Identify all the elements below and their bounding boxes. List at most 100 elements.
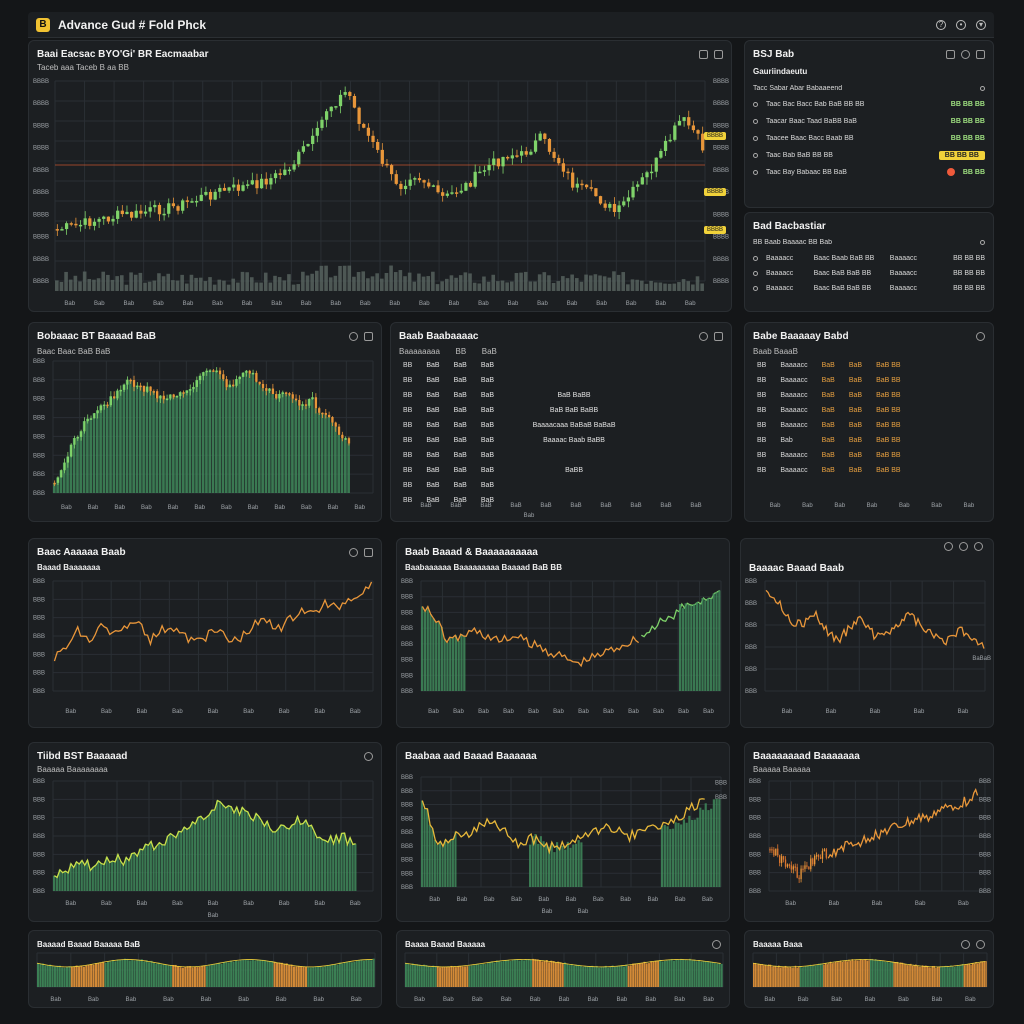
y-tick-label: BBB [979,834,991,840]
row4-chart-3[interactable]: BBBBBBBBBBBBBBBBBBBBBBBBBBBBBBBBBBBBBBBB… [745,775,994,922]
settings-icon[interactable] [349,331,358,341]
order-book-row[interactable]: BB BaB BaB BaB [397,359,622,372]
settings-icon[interactable]: • [956,19,966,30]
radio-icon[interactable] [753,255,758,261]
strip-bar [711,961,714,987]
expand-icon[interactable] [974,542,983,551]
help-icon[interactable]: ? [936,19,946,30]
trade-row[interactable]: BB Baaaacc BaB BaB BaB BB [751,374,907,387]
candle-body [427,182,431,187]
settings-icon[interactable] [712,939,721,949]
settings-icon[interactable] [944,542,953,551]
trade-row[interactable]: BB Baaaacc BaB BaB BaB BB [751,419,907,432]
chart-type-icon[interactable] [699,49,708,59]
candle-body [102,216,106,219]
series-line [752,959,986,968]
watchlist-item[interactable]: Taac Bay Babaac BB BaB BB BB [753,165,985,179]
order-book-row[interactable]: BB BaB BaB BaB [397,479,622,492]
radio-icon[interactable] [980,85,985,91]
radio-icon[interactable] [753,152,758,158]
position-row[interactable]: Baaaacc Baac BaB BaB BB Baaaacc BB BB BB [753,281,985,295]
order-book-row[interactable]: BB BaB BaB BaB Baaaac Baab BaBB [397,434,622,447]
candle-body [126,379,129,385]
wifi-icon[interactable]: ▾ [976,19,986,30]
radio-icon[interactable] [753,101,758,107]
settings-icon[interactable] [961,939,970,949]
radio-icon[interactable] [753,285,758,291]
radio-icon[interactable] [753,118,758,124]
order-book-row[interactable]: BB BaB BaB BaB [397,374,622,387]
row5-chart-1[interactable]: Bab Bab Bab Bab Bab Bab Bab Bab Bab [29,949,382,1008]
watchlist-item[interactable]: Taacee Baac Bacc Baab BB BB BB BB [753,131,985,145]
candle-body [205,370,208,373]
watchlist-item[interactable]: Taac Bab BaB BB BB BB BB BB [753,148,985,162]
volume-bar [389,265,393,291]
order-book-row[interactable]: BB BaB BaB BaB BaBB [397,464,622,477]
strip-bar [358,960,361,987]
trade-row[interactable]: BB Baaaacc BaB BaB BaB BB [751,404,907,417]
order-book-row[interactable]: BB BaB BaB BaB [397,494,622,507]
row4-chart-2[interactable]: BBBBBBBBBBBBBBBBBBBBBBBBBBBBBBBBBBBBBBBB… [397,771,730,922]
expand-icon[interactable] [714,331,723,341]
position-row[interactable]: Baaaacc Baac BaB BaB BB Baaaacc BB BB BB [753,266,985,280]
strip-bar [946,965,949,987]
radio-icon[interactable] [980,239,985,245]
order-book-cell [502,359,622,372]
row5-chart-2[interactable]: Bab Bab Bab Bab Bab Bab Bab Bab Bab Bab Bab [397,949,730,1008]
watchlist-item[interactable]: Taacar Baac Taad BaBB BaB BB BB BB [753,114,985,128]
strip-bar [783,966,785,987]
order-book-row[interactable]: BB BaB BaB BaB BaB BaBB [397,389,622,402]
expand-icon[interactable] [364,331,373,341]
y-tick-label: BBB [979,816,991,822]
trade-row[interactable]: BB Baaaacc BaB BaB BaB BB [751,389,907,402]
x-tick-label: Bab [153,301,164,307]
trade-row[interactable]: BB Bab BaB BaB BaB BB [751,434,907,447]
candle-body [687,117,691,126]
order-book-row[interactable]: BB BaB BaB BaB Baaaacaaa BaBaB BaBaB [397,419,622,432]
info-icon[interactable] [959,542,968,551]
filter-icon[interactable] [946,49,955,59]
order-book-cell: BaB [453,377,467,384]
trade-row[interactable]: BB Baaaacc BaB BaB BaB BB [751,449,907,462]
order-book-row[interactable]: BB BaB BaB BaB [397,449,622,462]
order-book-cell: BB [403,467,413,474]
candle-body [436,185,440,193]
trade-row[interactable]: BB Baaaacc BaB BaB BaB BB [751,359,907,372]
expand-icon[interactable] [976,939,985,949]
row5-chart-3[interactable]: Bab Bab Bab Bab Bab Bab Bab [745,949,994,1008]
strip-bar [801,967,803,987]
expand-icon[interactable] [714,49,723,59]
settings-icon[interactable] [364,751,373,761]
area-bar [175,395,178,493]
trade-row[interactable]: BB Baaaacc BaB BaB BaB BB [751,464,907,477]
area-bar [264,390,268,493]
area-bar [193,823,197,891]
settings-icon[interactable] [349,547,358,557]
y-tick-label: BBBB [33,168,49,174]
candle-body [362,123,366,128]
y-tick-label: BBB [33,889,45,895]
settings-icon[interactable] [699,331,708,341]
radio-icon[interactable] [753,270,758,276]
radio-icon[interactable] [753,135,758,141]
main-price-chart[interactable]: BBBBBBBBBBBBBBBBBBBBBBBBBBBBBBBBBBBBBBBB… [29,73,732,312]
candle-body [192,386,195,390]
more-icon[interactable] [976,49,985,59]
order-book-row[interactable]: BB BaB BaB BaB BaB BaB BaBB [397,404,622,417]
strip-bar [938,966,940,987]
strip-bar [981,961,984,987]
settings-icon[interactable] [961,49,970,59]
watchlist-item[interactable]: Taac Bac Bacc Bab BaB BB BB BB BB BB [753,97,985,111]
order-book-cell: BaB BaBB [557,392,591,399]
settings-icon[interactable] [976,331,985,341]
strip-bar [841,961,844,987]
expand-icon[interactable] [364,547,373,557]
radio-icon[interactable] [753,169,758,175]
position-row[interactable]: Baaaacc Baac Baab BaB BB Baaaacc BB BB BB [753,251,985,265]
